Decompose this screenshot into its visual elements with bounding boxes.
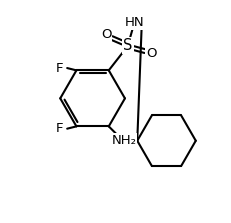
Text: HN: HN <box>124 16 144 29</box>
Text: O: O <box>101 29 112 41</box>
Text: F: F <box>56 62 63 74</box>
Text: S: S <box>123 38 133 53</box>
Text: NH₂: NH₂ <box>112 134 137 147</box>
Text: F: F <box>56 122 63 135</box>
Text: O: O <box>146 47 156 60</box>
